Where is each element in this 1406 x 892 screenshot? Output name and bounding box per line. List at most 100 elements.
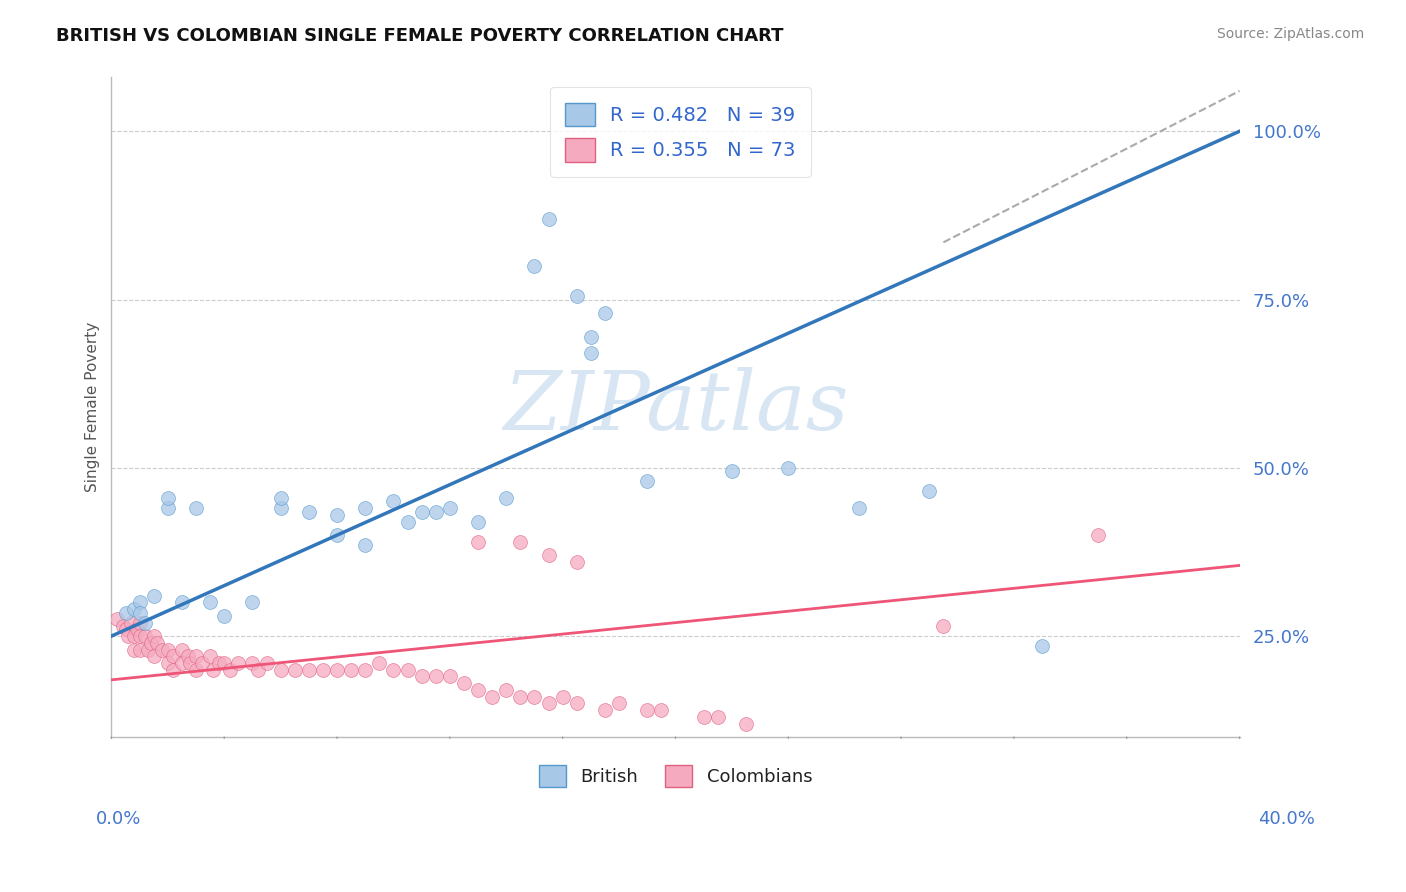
Point xyxy=(156,656,179,670)
Point xyxy=(134,615,156,630)
Point xyxy=(467,515,489,529)
Point xyxy=(270,663,292,677)
Point xyxy=(228,656,250,670)
Point xyxy=(242,595,264,609)
Point xyxy=(326,508,349,522)
Point xyxy=(212,608,235,623)
Point xyxy=(184,663,207,677)
Point xyxy=(136,642,159,657)
Point xyxy=(122,602,145,616)
Point xyxy=(439,669,461,683)
Point xyxy=(114,606,136,620)
Text: 40.0%: 40.0% xyxy=(1258,810,1315,828)
Point xyxy=(111,619,134,633)
Point xyxy=(1087,528,1109,542)
Point xyxy=(198,595,221,609)
Point xyxy=(636,475,658,489)
Point xyxy=(692,710,714,724)
Point xyxy=(565,697,588,711)
Point xyxy=(848,501,870,516)
Point xyxy=(184,649,207,664)
Point xyxy=(190,656,212,670)
Point xyxy=(284,663,307,677)
Point xyxy=(156,491,179,505)
Point xyxy=(242,656,264,670)
Point xyxy=(298,663,321,677)
Text: Source: ZipAtlas.com: Source: ZipAtlas.com xyxy=(1216,27,1364,41)
Point xyxy=(735,716,758,731)
Point xyxy=(1031,639,1053,653)
Point xyxy=(326,528,349,542)
Text: 0.0%: 0.0% xyxy=(96,810,141,828)
Point xyxy=(298,505,321,519)
Point xyxy=(128,595,150,609)
Point xyxy=(128,629,150,643)
Point xyxy=(523,690,546,704)
Point xyxy=(918,484,941,499)
Point xyxy=(467,682,489,697)
Point xyxy=(411,669,433,683)
Point xyxy=(368,656,391,670)
Point xyxy=(721,464,744,478)
Point xyxy=(201,663,224,677)
Point xyxy=(270,491,292,505)
Point xyxy=(128,615,150,630)
Text: ZIPatlas: ZIPatlas xyxy=(503,368,848,447)
Point xyxy=(425,505,447,519)
Point xyxy=(105,612,128,626)
Point xyxy=(411,505,433,519)
Point xyxy=(122,642,145,657)
Point xyxy=(162,649,184,664)
Point xyxy=(142,589,165,603)
Point xyxy=(114,623,136,637)
Point xyxy=(340,663,363,677)
Point xyxy=(706,710,728,724)
Point xyxy=(218,663,240,677)
Point xyxy=(593,306,616,320)
Point xyxy=(142,629,165,643)
Point xyxy=(170,642,193,657)
Point xyxy=(270,501,292,516)
Point xyxy=(354,663,377,677)
Point xyxy=(156,642,179,657)
Point xyxy=(565,289,588,303)
Point xyxy=(453,676,475,690)
Point xyxy=(179,656,201,670)
Point xyxy=(579,346,602,360)
Point xyxy=(184,501,207,516)
Point xyxy=(396,515,419,529)
Point xyxy=(551,690,574,704)
Point xyxy=(354,538,377,552)
Legend: British, Colombians: British, Colombians xyxy=(531,757,820,794)
Point xyxy=(326,663,349,677)
Point xyxy=(128,606,150,620)
Point xyxy=(495,491,517,505)
Point xyxy=(650,703,672,717)
Point xyxy=(312,663,335,677)
Point xyxy=(509,534,531,549)
Point xyxy=(509,690,531,704)
Point xyxy=(170,595,193,609)
Point xyxy=(593,703,616,717)
Point xyxy=(579,329,602,343)
Point xyxy=(537,697,560,711)
Point xyxy=(125,623,148,637)
Point xyxy=(212,656,235,670)
Point xyxy=(354,501,377,516)
Point xyxy=(607,697,630,711)
Point xyxy=(396,663,419,677)
Point xyxy=(134,629,156,643)
Point xyxy=(176,649,198,664)
Point xyxy=(156,501,179,516)
Point xyxy=(117,629,139,643)
Point xyxy=(439,501,461,516)
Point xyxy=(778,460,800,475)
Point xyxy=(162,663,184,677)
Point xyxy=(247,663,270,677)
Point xyxy=(256,656,278,670)
Point xyxy=(122,629,145,643)
Point xyxy=(481,690,503,704)
Point xyxy=(537,549,560,563)
Point xyxy=(523,259,546,273)
Point xyxy=(139,636,162,650)
